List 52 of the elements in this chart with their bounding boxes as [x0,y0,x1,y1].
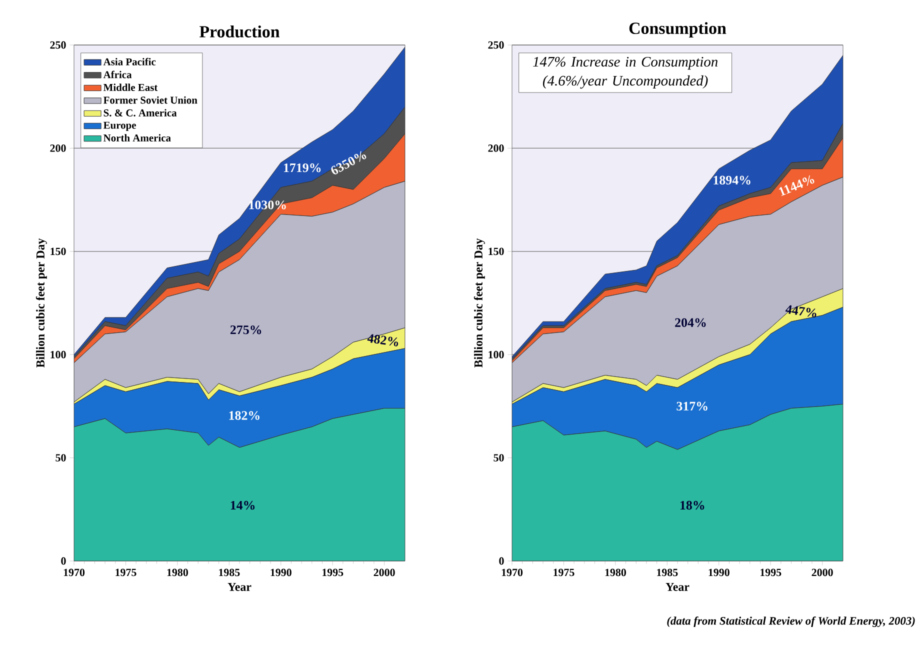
legend-label: Middle East [103,84,158,91]
text: (data from Statistical Review of World Energy, 2003) [667,616,915,628]
y-tick-label: 50 [494,454,504,462]
y-tick-label: 150 [50,248,66,256]
y-tick-label: 100 [50,350,66,358]
y-tick-label: 200 [488,144,504,152]
x-tick-label: 1970 [502,568,523,576]
x-tick-label: 1995 [760,568,782,576]
x-tick-label: 1970 [64,568,85,576]
x-tick-label: 1995 [322,568,344,576]
chart-title: Consumption [629,22,726,38]
annotation: 1719% [284,163,321,172]
x-tick-label: 1980 [605,568,626,576]
annotation: 447% [785,305,816,318]
x-tick-label: 1980 [167,568,188,576]
chart-title: Production [199,26,280,38]
x-tick-label: 1975 [554,568,574,576]
y-tick-label: 150 [488,248,504,256]
x-tick-label: 1985 [219,568,240,576]
annotation: 147% Increase in Consumption (4.6%/year Uncompounded) [533,56,718,89]
y-tick-label: 100 [488,350,504,358]
y-tick-label: 200 [50,144,66,152]
annotation: 204% [675,318,706,327]
x-tick-label: 1990 [708,568,730,576]
x-axis-title: Year [666,583,690,591]
y-tick-label: 0 [499,557,504,565]
legend-label: Africa [103,70,132,78]
annotation: 182% [229,411,260,420]
annotation: 482% [367,334,398,346]
legend-label: Asia Pacific [103,58,156,66]
x-tick-label: 2000 [812,568,833,576]
y-axis-title: Billion cubic feet per Day [474,238,485,368]
legend-label: Former Soviet Union [103,96,198,104]
annotation: 1894% [714,176,750,185]
annotation: 317% [676,402,708,411]
annotation: 18% [680,500,704,510]
y-tick-label: 250 [50,41,66,49]
x-tick-label: 2000 [374,568,395,576]
legend-label: S. & C. America [104,109,177,116]
annotation: 14% [230,500,255,510]
legend-label: North America [104,134,171,142]
x-tick-label: 1985 [657,568,678,576]
x-tick-label: 1990 [270,568,292,576]
annotation: 1144% [778,175,814,196]
y-tick-label: 0 [61,557,66,565]
x-tick-label: 1975 [116,568,136,576]
y-axis-title: Billion cubic feet per Day [36,238,47,368]
y-tick-label: 250 [488,41,504,49]
annotation: 275% [230,325,262,334]
y-tick-label: 50 [56,454,66,462]
legend-label: Europe [103,122,136,131]
x-axis-title: Year [228,583,252,591]
